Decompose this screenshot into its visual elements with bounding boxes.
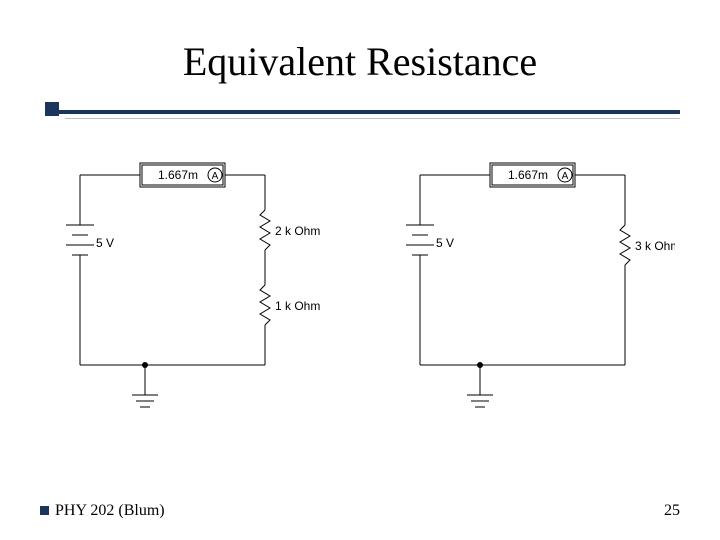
resistor-r1 xyxy=(260,210,270,250)
circuit-left: 1.667m A 2 k Ohm 1 k Ohm xyxy=(66,163,320,407)
r-right-label: 3 k Ohm xyxy=(635,239,675,253)
r1-label: 2 k Ohm xyxy=(275,224,320,238)
ammeter-left-symbol: A xyxy=(212,171,219,182)
source-right-label: 5 V xyxy=(436,236,454,250)
title-underline xyxy=(50,110,680,114)
resistor-r2 xyxy=(260,285,270,325)
ammeter-left-reading: 1.667m xyxy=(158,168,198,182)
footer-left: PHY 202 (Blum) xyxy=(40,502,165,520)
resistor-r-right xyxy=(620,225,630,265)
page-title: Equivalent Resistance xyxy=(0,38,720,85)
page-number: 25 xyxy=(664,502,680,520)
r2-label: 1 k Ohm xyxy=(275,299,320,313)
ammeter-right-reading: 1.667m xyxy=(508,168,548,182)
circuit-right: 1.667m A 3 k Ohm 5 V xyxy=(406,163,675,407)
source-left-label: 5 V xyxy=(96,236,114,250)
title-underline-thin xyxy=(65,118,680,119)
circuit-diagram: 1.667m A 2 k Ohm 1 k Ohm xyxy=(60,155,675,455)
ammeter-right-symbol: A xyxy=(562,171,569,182)
